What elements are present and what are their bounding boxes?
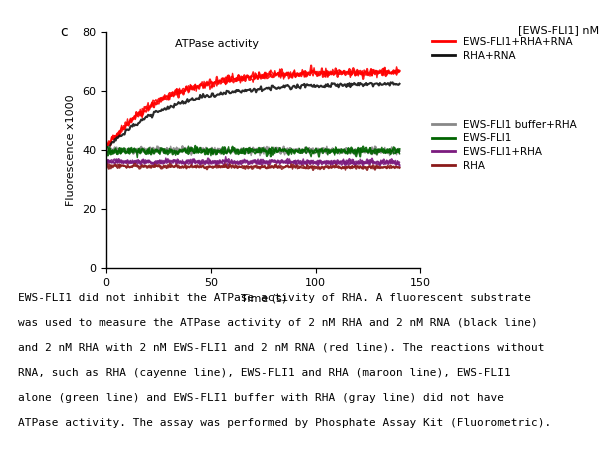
- X-axis label: Time (s): Time (s): [241, 293, 286, 303]
- Text: RNA, such as RHA (cayenne line), EWS-FLI1 and RHA (maroon line), EWS-FLI1: RNA, such as RHA (cayenne line), EWS-FLI…: [18, 368, 511, 378]
- Text: alone (green line) and EWS-FLI1 buffer with RHA (gray line) did not have: alone (green line) and EWS-FLI1 buffer w…: [18, 393, 504, 403]
- Text: ATPase activity. The assay was performed by Phosphate Assay Kit (Fluorometric).: ATPase activity. The assay was performed…: [18, 418, 551, 428]
- Text: [EWS-FLI1] nM: [EWS-FLI1] nM: [518, 25, 599, 35]
- Legend: EWS-FLI1 buffer+RHA, EWS-FLI1, EWS-FLI1+RHA, RHA: EWS-FLI1 buffer+RHA, EWS-FLI1, EWS-FLI1+…: [432, 119, 577, 171]
- Text: was used to measure the ATPase activity of 2 nM RHA and 2 nM RNA (black line): was used to measure the ATPase activity …: [18, 318, 538, 328]
- Text: and 2 nM RHA with 2 nM EWS-FLI1 and 2 nM RNA (red line). The reactions without: and 2 nM RHA with 2 nM EWS-FLI1 and 2 nM…: [18, 343, 544, 353]
- Text: c: c: [60, 25, 68, 39]
- Text: EWS-FLI1 did not inhibit the ATPase activity of RHA. A fluorescent substrate: EWS-FLI1 did not inhibit the ATPase acti…: [18, 293, 531, 303]
- Text: ATPase activity: ATPase activity: [175, 39, 259, 49]
- Y-axis label: Fluorescence x1000: Fluorescence x1000: [67, 94, 76, 206]
